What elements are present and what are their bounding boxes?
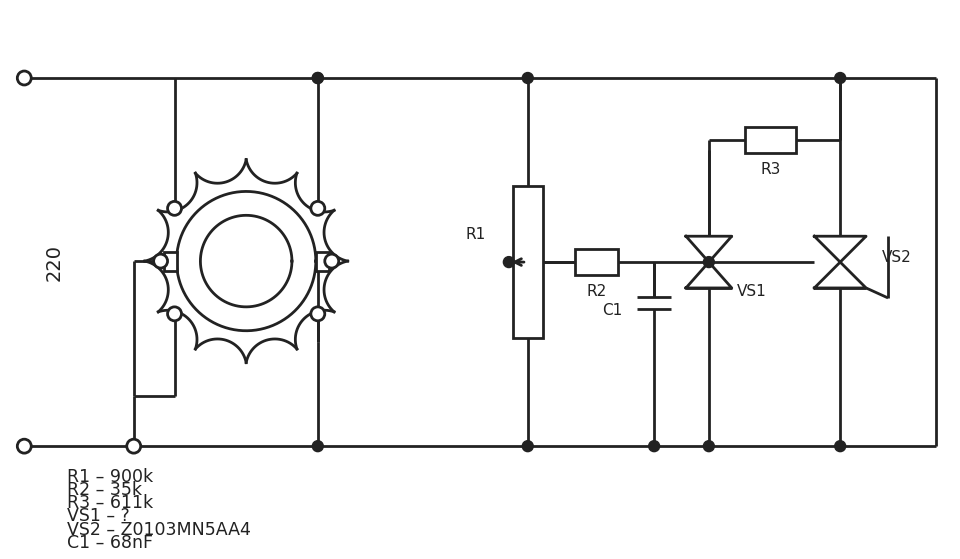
Text: C1 – 68nF: C1 – 68nF	[67, 534, 153, 552]
Circle shape	[503, 257, 515, 268]
Text: 220: 220	[44, 244, 63, 281]
Polygon shape	[814, 262, 866, 288]
Circle shape	[522, 440, 533, 452]
Circle shape	[312, 73, 324, 83]
Circle shape	[835, 440, 846, 452]
Text: R2: R2	[587, 285, 607, 300]
Circle shape	[17, 439, 32, 453]
Bar	[163, 252, 177, 271]
Circle shape	[312, 440, 324, 452]
Text: C1: C1	[602, 304, 622, 318]
Circle shape	[522, 73, 533, 83]
Text: R1: R1	[466, 227, 486, 241]
Circle shape	[704, 257, 714, 268]
Circle shape	[168, 201, 181, 215]
Circle shape	[154, 254, 168, 268]
Text: VS2: VS2	[882, 250, 912, 264]
Circle shape	[649, 440, 660, 452]
Circle shape	[311, 201, 324, 215]
Circle shape	[324, 254, 339, 268]
Circle shape	[17, 71, 32, 85]
Circle shape	[704, 440, 714, 452]
Bar	[513, 187, 542, 338]
Polygon shape	[686, 236, 732, 262]
Text: R1 – 900k: R1 – 900k	[67, 468, 154, 486]
Text: VS1 – ?: VS1 – ?	[67, 508, 130, 525]
Bar	[316, 252, 328, 271]
Circle shape	[168, 307, 181, 321]
Circle shape	[311, 307, 324, 321]
Circle shape	[312, 73, 324, 83]
Circle shape	[127, 439, 141, 453]
Polygon shape	[814, 236, 866, 262]
Text: R3 – 611k: R3 – 611k	[67, 494, 154, 513]
Text: R2 – 35k: R2 – 35k	[67, 481, 142, 499]
Text: VS2 – Z0103MN5AA4: VS2 – Z0103MN5AA4	[67, 520, 251, 538]
Text: VS1: VS1	[736, 285, 766, 300]
Text: R3: R3	[760, 162, 780, 177]
Bar	[745, 127, 797, 153]
Polygon shape	[686, 262, 732, 288]
Bar	[574, 249, 618, 275]
Circle shape	[835, 73, 846, 83]
